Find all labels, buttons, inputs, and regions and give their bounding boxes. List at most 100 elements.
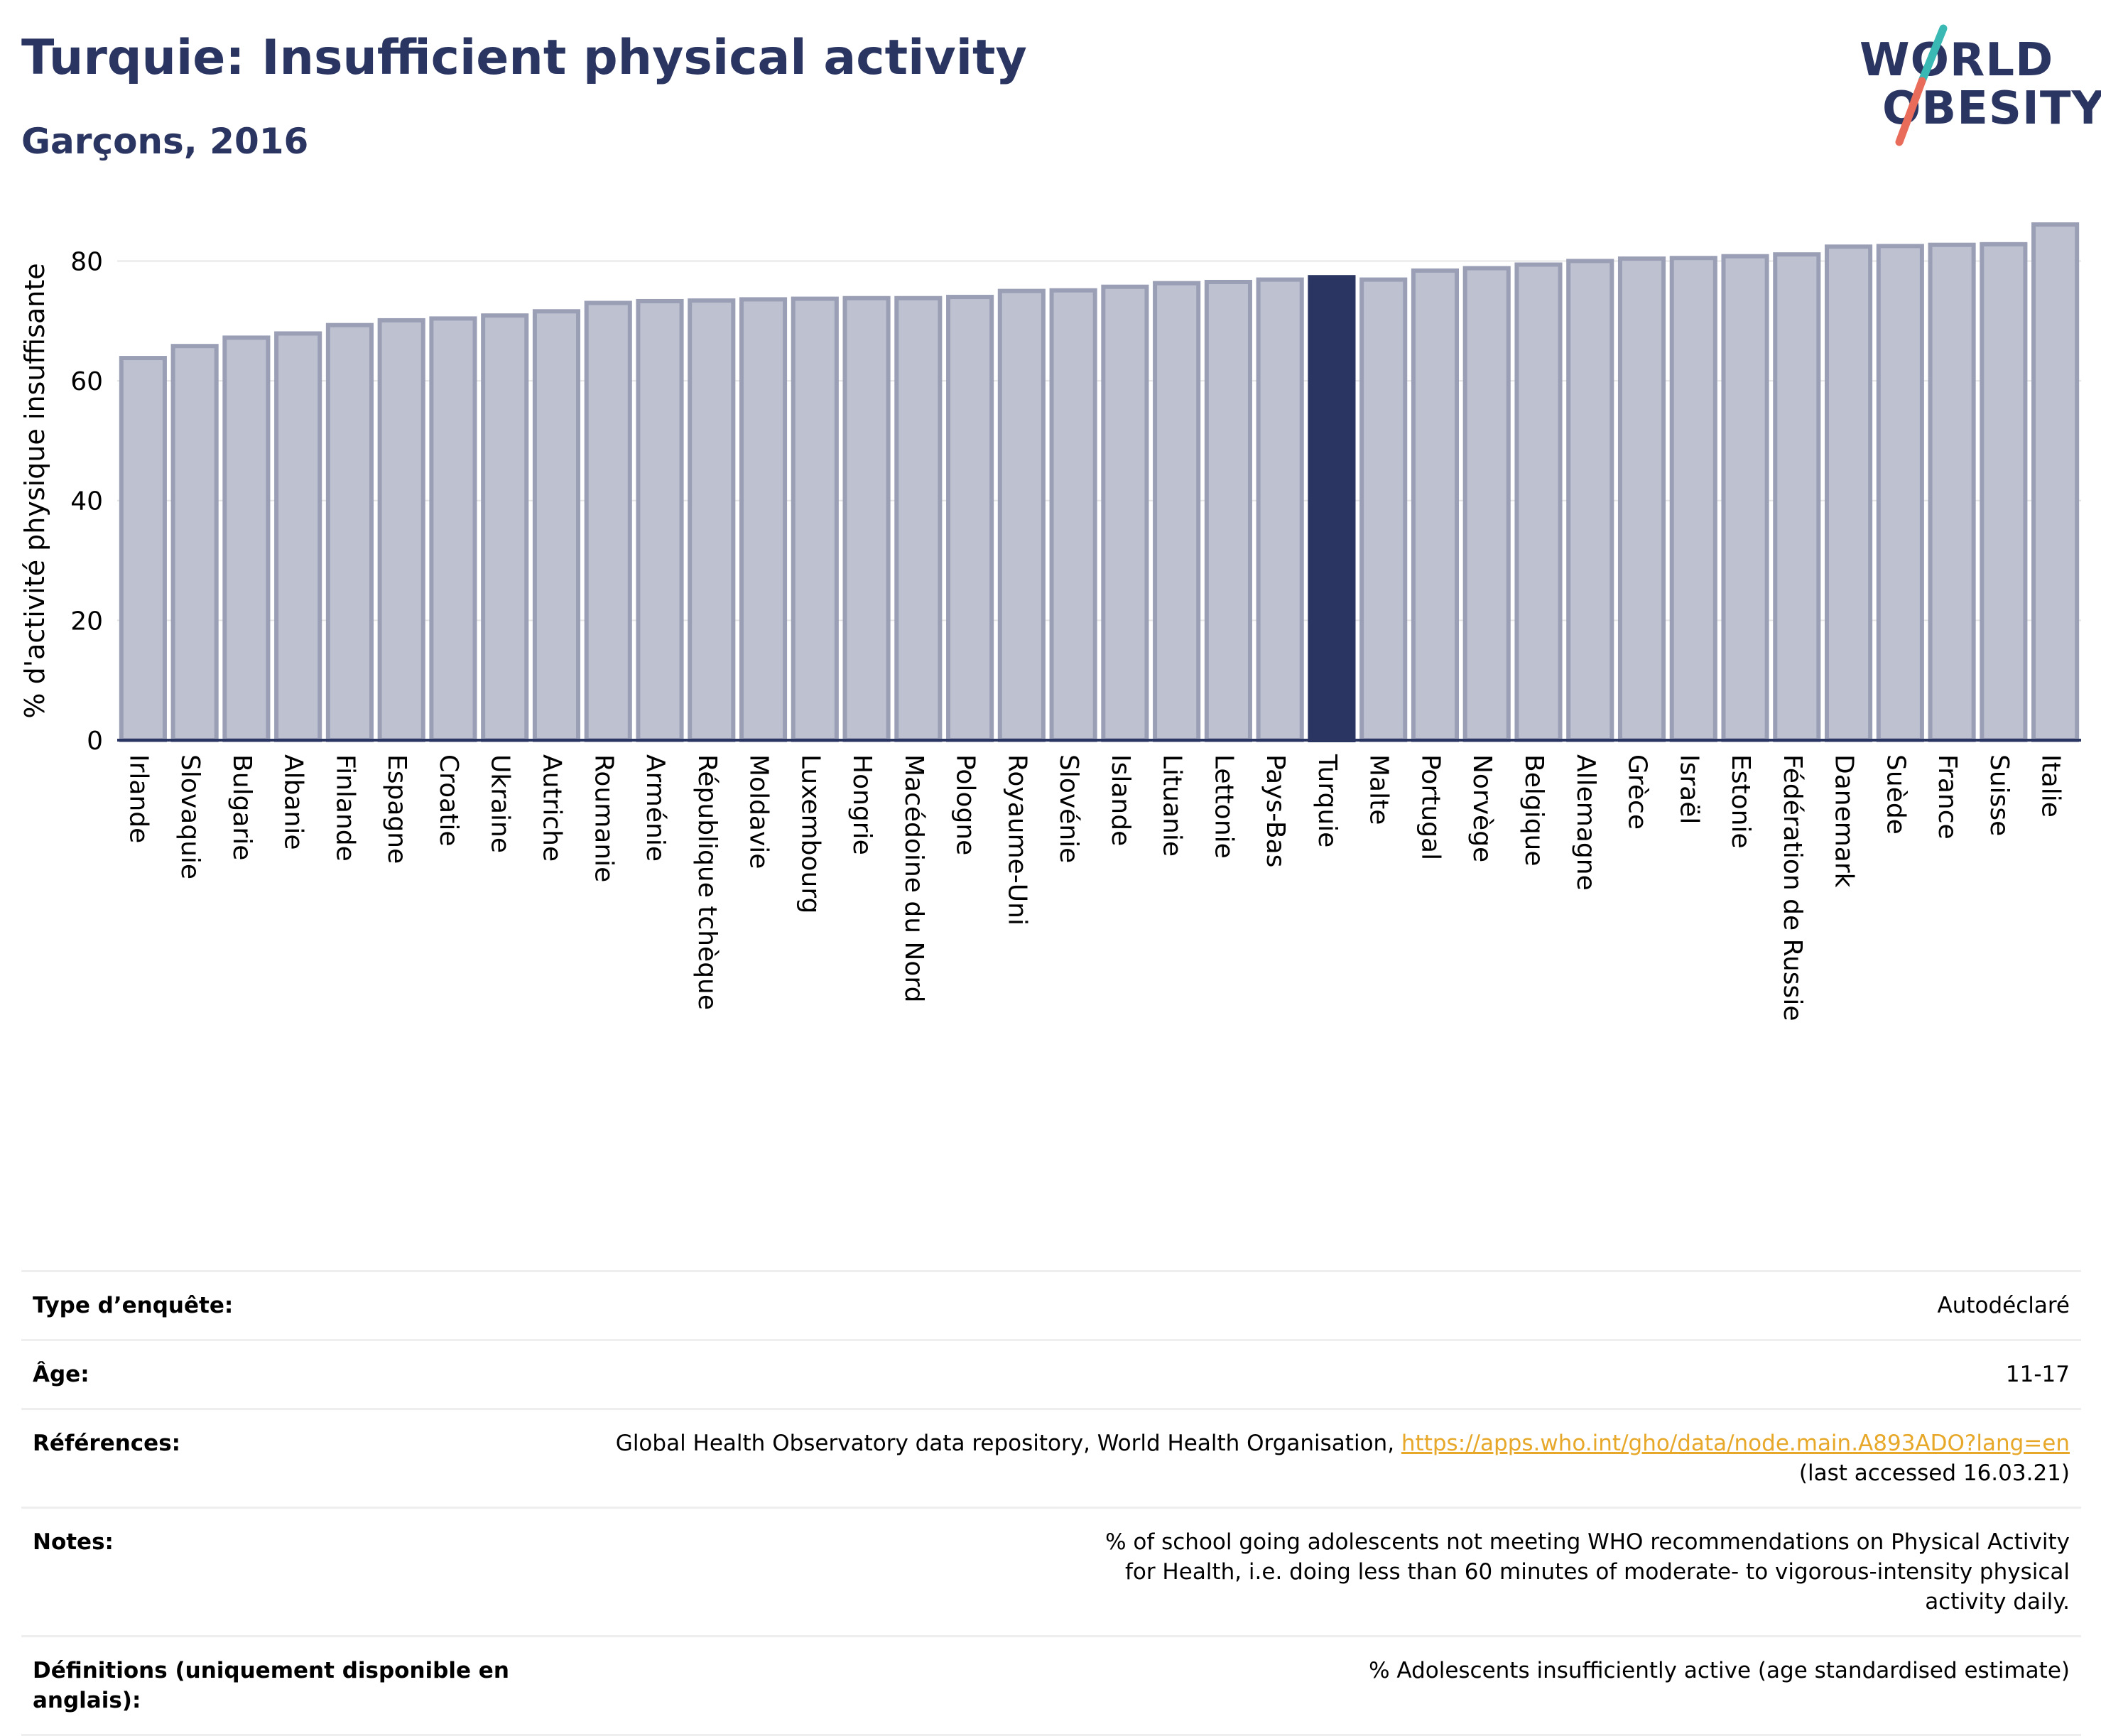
info-value: Autodéclaré: [1937, 1293, 2070, 1318]
x-tick-label: Turquie: [1313, 754, 1342, 847]
bar: [997, 288, 1046, 742]
x-tick-label: Royaume-Uni: [1002, 754, 1031, 926]
x-tick-label: Danemark: [1830, 754, 1859, 888]
y-tick-label: 20: [70, 607, 103, 636]
bar: [1617, 256, 1666, 742]
info-value: Global Health Observatory data repositor…: [530, 1428, 2070, 1488]
y-tick-label: 60: [70, 367, 103, 396]
info-row-definitions: Définitions (uniquement disponible en an…: [21, 1637, 2081, 1736]
bar: [481, 313, 529, 743]
bar: [325, 322, 374, 743]
bar: [274, 331, 322, 742]
info-label: Type d’enquête:: [33, 1293, 234, 1318]
axes: 0 20 40 60 80 Irlande Slovaquie Bulgarie Albanie…: [70, 247, 2081, 1021]
x-tick-label: Autriche: [537, 754, 566, 862]
bar: [791, 296, 839, 742]
x-tick-label: Pologne: [951, 754, 980, 855]
x-tick-label: Lettonie: [1209, 754, 1238, 859]
x-tick-label: République tchèque: [693, 754, 722, 1010]
info-value: % Adolescents insufficiently active (age…: [1369, 1658, 2070, 1683]
x-tick-label: Luxembourg: [796, 754, 825, 913]
bar: [1566, 259, 1614, 743]
info-label: Références:: [33, 1431, 181, 1456]
x-tick-label: Hongrie: [847, 754, 876, 855]
x-tick-label: Slovénie: [1054, 754, 1083, 863]
info-row-survey: Type d’enquête: Autodéclaré: [21, 1272, 2081, 1341]
x-tick-label: Bulgarie: [227, 754, 256, 860]
world-obesity-logo: WORLD OBESITY: [1854, 20, 2101, 148]
bar-chart: 0 20 40 60 80 Irlande Slovaquie Bulgarie Albanie…: [19, 222, 2081, 1021]
x-tick-label: Ukraine: [486, 754, 515, 853]
info-row-age: Âge: 11-17: [21, 1341, 2081, 1410]
x-tick-label: Israël: [1674, 754, 1703, 824]
bar: [1049, 288, 1097, 743]
bar: [1721, 254, 1769, 742]
y-tick-label: 40: [70, 487, 103, 516]
info-table: Type d’enquête: Autodéclaré Âge: 11-17 R…: [21, 1270, 2081, 1736]
x-tick-label: Roumanie: [589, 754, 618, 882]
x-tick-label: Croatie: [434, 754, 463, 847]
bar: [1876, 244, 1924, 742]
bar: [842, 295, 891, 742]
x-tick-label: Portugal: [1416, 754, 1445, 860]
bar: [1462, 266, 1511, 742]
bar: [1825, 244, 1873, 742]
bar: [119, 356, 167, 743]
bar: [1980, 242, 2028, 742]
reference-link[interactable]: https://apps.who.int/gho/data/node.main.…: [1401, 1431, 2070, 1456]
bar: [1153, 281, 1201, 742]
bar: [532, 309, 581, 743]
y-axis-label: % d'activité physique insuffisante: [19, 263, 50, 718]
x-tick-label: Pays-Bas: [1261, 754, 1290, 867]
bar: [584, 300, 632, 742]
bars: [119, 222, 2080, 743]
x-tick-label: Fédération de Russie: [1778, 754, 1807, 1021]
bar: [377, 318, 425, 742]
x-tick-label: Espagne: [382, 754, 411, 864]
x-tick-label: Albanie: [279, 754, 308, 850]
page-title: Turquie: Insufficient physical activity: [21, 30, 1027, 86]
bar: [1928, 242, 1976, 742]
reference-accessed: (last accessed 16.03.21): [1798, 1460, 2070, 1486]
bar: [1101, 284, 1149, 742]
info-label: Notes:: [33, 1529, 114, 1555]
x-tick-label: Suisse: [1985, 754, 2014, 836]
x-tick-label: Suède: [1881, 754, 1910, 835]
bar: [1204, 279, 1252, 743]
y-tick-label: 80: [70, 247, 103, 276]
reference-text: Global Health Observatory data repositor…: [615, 1431, 1401, 1456]
info-row-notes: Notes: % of school going adolescents not…: [21, 1509, 2081, 1637]
x-tick-label: Macédoine du Nord: [899, 754, 928, 1002]
x-tick-label: Islande: [1106, 754, 1135, 846]
bar: [170, 344, 219, 743]
y-tick-label: 0: [87, 727, 103, 756]
x-tick-label: Norvège: [1467, 754, 1497, 862]
bar: [894, 295, 943, 742]
x-tick-label: Estonie: [1726, 754, 1755, 849]
bar: [1256, 277, 1304, 742]
x-tick-label: Slovaquie: [175, 754, 205, 879]
info-label: Définitions (uniquement disponible en an…: [33, 1658, 509, 1713]
bar-highlight: [1308, 275, 1356, 742]
info-row-references: Références: Global Health Observatory da…: [21, 1410, 2081, 1509]
bar: [946, 295, 994, 742]
bar: [688, 298, 736, 742]
x-tick-label: Belgique: [1519, 754, 1548, 867]
bar: [1773, 252, 1821, 742]
info-value: 11-17: [2005, 1362, 2070, 1387]
x-tick-label: Allemagne: [1571, 754, 1600, 891]
info-label: Âge:: [33, 1362, 89, 1387]
bar: [429, 316, 477, 742]
x-tick-label: Lituanie: [1158, 754, 1187, 857]
x-tick-label: Grèce: [1623, 754, 1652, 830]
logo-line-1: WORLD: [1860, 34, 2054, 87]
bar: [1669, 256, 1717, 742]
x-tick-label: Italie: [2036, 754, 2065, 818]
x-tick-label: Arménie: [641, 754, 670, 862]
bar: [1359, 277, 1408, 742]
info-value: % of school going adolescents not meetin…: [1105, 1529, 2070, 1615]
bar: [1514, 262, 1563, 743]
bar: [739, 297, 788, 743]
x-tick-label: Moldavie: [744, 754, 773, 869]
x-tick-label: Irlande: [124, 754, 153, 843]
